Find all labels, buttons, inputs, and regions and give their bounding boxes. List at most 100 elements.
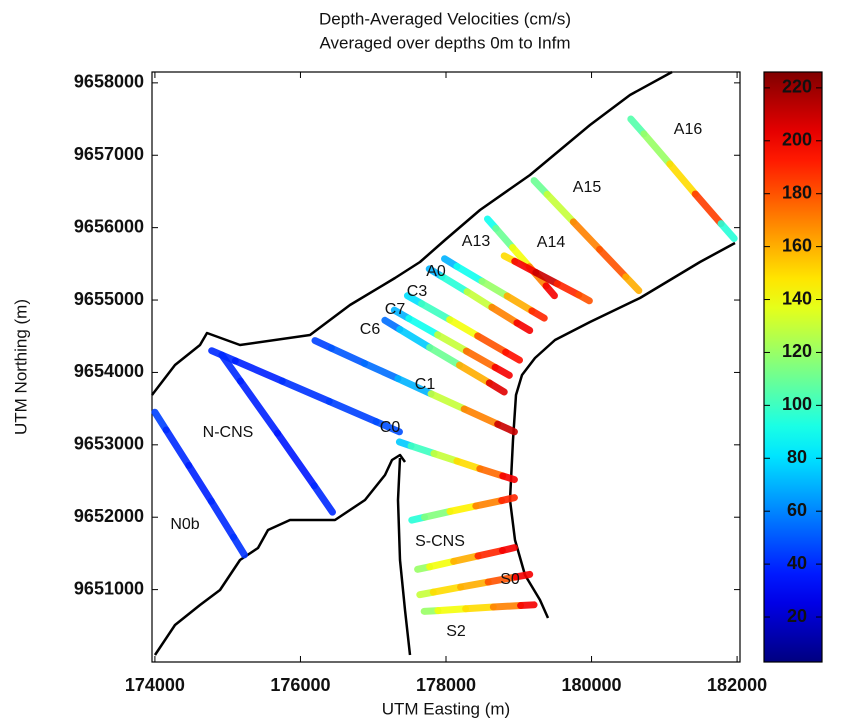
transect-segment [474,332,510,356]
transect-label: A15 [573,179,602,196]
x-tick-label: 178000 [416,675,476,695]
transect-segment [151,408,170,434]
colorbar-tick-label: 220 [782,77,812,97]
coast-peninsula [396,457,412,656]
transect-segment [503,292,536,315]
transect-segment [453,262,486,285]
transect-label: N-CNS [203,424,254,441]
transect-segment [512,570,534,581]
transect-segment [717,220,738,243]
transect-label: A13 [462,233,491,250]
transect-segment [478,277,511,300]
transect-segment [396,325,434,351]
y-tick-label: 9651000 [74,578,144,598]
transect-label: A14 [537,234,566,251]
transect-segment [207,497,238,541]
transect-segment [429,583,465,596]
coastline [151,70,736,656]
transect-segment [457,578,492,591]
transect-segment [327,344,368,367]
transect-segment [513,319,534,334]
transect-segment [491,363,513,379]
colorbar-tick-label: 80 [787,447,807,467]
transect-segment [274,429,318,490]
transect-label: S-CNS [415,533,465,550]
transect-label: C1 [415,376,436,393]
transect-segment [231,357,286,385]
y-tick-label: 9658000 [74,72,144,92]
y-tick-label: 9657000 [74,144,144,164]
x-tick-label: 174000 [125,675,185,695]
y-tick-label: 9654000 [74,361,144,381]
coast-north [151,70,673,396]
transect-segment [575,291,593,305]
transect-segment [517,601,538,610]
transect-label: S0 [500,571,520,588]
transect-segment [499,472,518,484]
transect-segment [472,497,506,510]
transect-segment [185,461,215,505]
transect-segment [489,602,525,611]
colorbar-tick-label: 100 [782,394,812,414]
transect-segment [494,420,518,436]
y-tick-label: 9655000 [74,289,144,309]
transect-segment [230,533,248,559]
transect-segment [453,457,484,473]
y-tick-label: 9652000 [74,506,144,526]
transect-segment [528,307,548,322]
transect-segment [474,547,506,560]
transect-segment [569,218,604,253]
transect-segment [485,379,508,396]
transect-segment [446,316,482,340]
transect-segment [484,573,520,586]
transect-segment [421,507,454,521]
transect-segment [502,348,523,364]
colorbar-tick-label: 160 [782,235,812,255]
transect-label: C3 [407,283,428,300]
transect-segment [492,224,517,252]
transect-segment [553,280,583,299]
transect-label: C6 [360,321,381,338]
y-axis-label: UTM Northing (m) [11,299,30,435]
coast-southwest [153,453,407,656]
transect-segment [162,426,193,469]
transect-segment [407,442,438,458]
transect-segment [511,257,540,277]
transect-segment [236,377,282,437]
y-tick-label: 9653000 [74,434,144,454]
transect-segment [278,377,333,405]
x-tick-label: 182000 [707,675,767,695]
x-axis-label: UTM Easting (m) [382,699,510,718]
transect-segment [450,552,482,565]
transect-segment [434,605,470,615]
transect-label: A0 [426,263,446,280]
transect-segment [462,347,499,371]
transect-segment [325,397,380,426]
transect-segment [372,418,403,436]
transect-label: C0 [380,419,401,436]
transect-segment [446,502,480,515]
transect-segment [460,405,502,428]
chart-subtitle: Averaged over depths 0m to Infm [319,33,570,52]
transect-segment [463,288,496,311]
transect-label: N0b [170,516,199,533]
y-tick-label: 9656000 [74,216,144,236]
transect-label: C7 [385,301,406,318]
transect-segment [532,269,561,288]
transect-segment [622,273,643,295]
transects [151,115,738,615]
transect-segment [666,160,699,198]
transect-segment [426,343,463,369]
transect-segment [394,375,435,398]
transect-segment [405,314,442,339]
colorbar-tick-label: 60 [787,500,807,520]
transect-segment [498,494,518,505]
x-tick-label: 176000 [270,675,330,695]
transect-segment [438,273,471,296]
transect-segment [310,482,336,516]
transect-segment [427,390,468,413]
colorbar-tick-label: 40 [787,553,807,573]
colorbar-tick-label: 20 [787,606,807,626]
